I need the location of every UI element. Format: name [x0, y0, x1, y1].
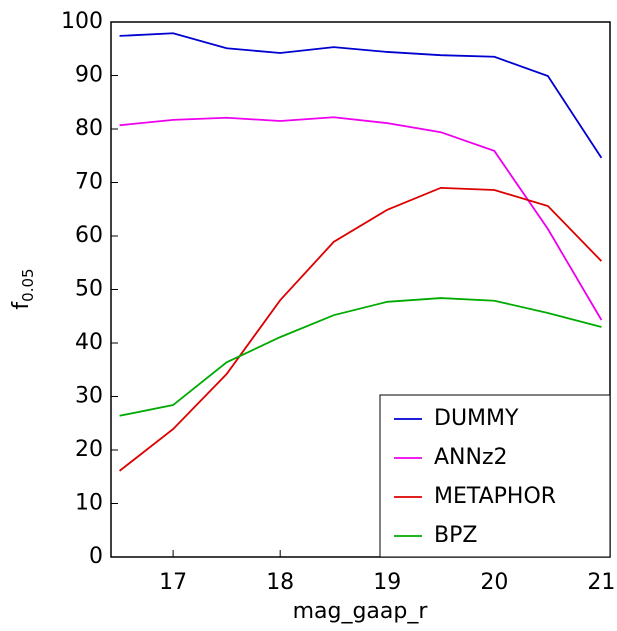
y-axis-label-group: f0.05 — [9, 268, 37, 309]
y-tick-label: 50 — [75, 277, 103, 302]
y-label-sub: 0.05 — [19, 268, 37, 301]
legend-label: DUMMY — [434, 406, 519, 431]
y-tick-label: 90 — [75, 63, 103, 88]
y-tick-label: 100 — [61, 9, 103, 34]
y-tick-label: 40 — [75, 330, 103, 355]
y-tick-label: 10 — [75, 491, 103, 516]
y-label-main: f — [9, 301, 34, 310]
x-axis-label: mag_gaap_r — [293, 599, 429, 624]
legend-label: METAPHOR — [434, 484, 556, 509]
legend-label: BPZ — [434, 523, 477, 548]
y-axis-label: f0.05 — [9, 268, 37, 309]
series-line — [119, 32, 603, 159]
y-tick-label: 0 — [89, 544, 103, 569]
series-line — [119, 186, 603, 472]
legend-box — [379, 394, 611, 558]
y-tick-label: 70 — [75, 170, 103, 195]
x-tick-label: 18 — [266, 570, 294, 595]
x-tick-label: 20 — [480, 570, 508, 595]
legend-label: ANNz2 — [434, 445, 508, 470]
x-tick-label: 17 — [159, 570, 187, 595]
y-tick-label: 20 — [75, 437, 103, 462]
series-line — [119, 297, 602, 417]
y-tick-label: 80 — [75, 116, 103, 141]
x-tick-label: 21 — [587, 570, 615, 595]
y-tick-label: 60 — [75, 223, 103, 248]
x-tick-label: 19 — [373, 570, 401, 595]
series-line — [119, 116, 603, 321]
y-tick-label: 30 — [75, 384, 103, 409]
